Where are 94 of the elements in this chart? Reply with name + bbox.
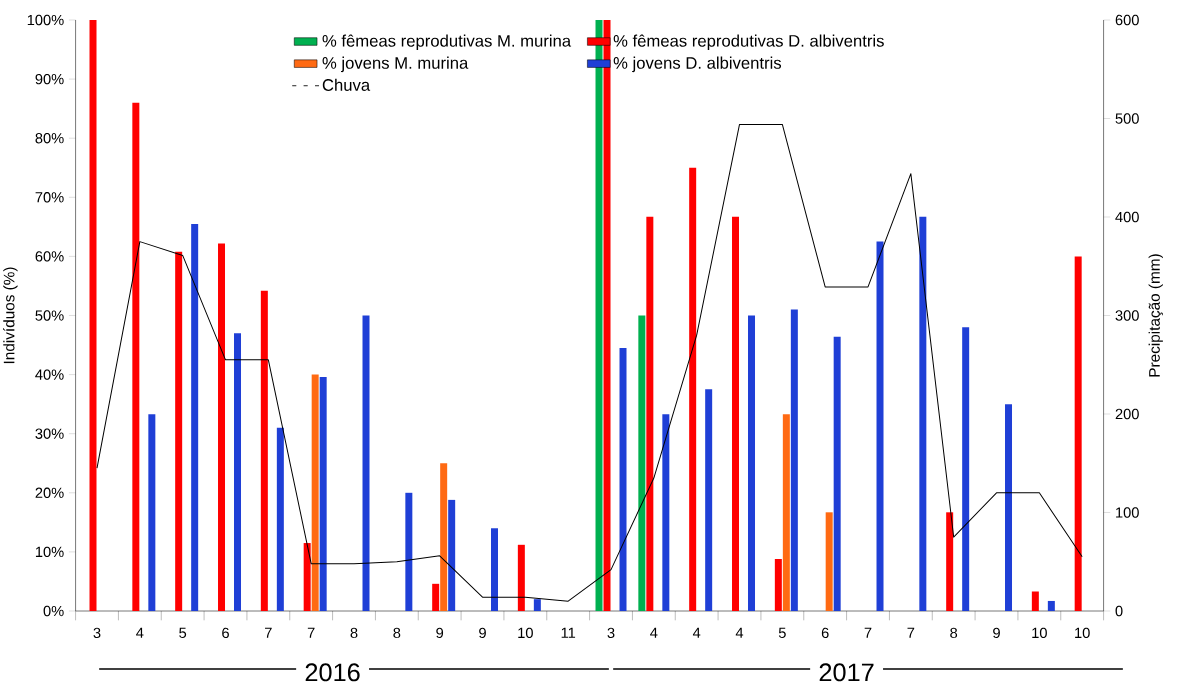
bar (748, 315, 756, 611)
legend-label: Chuva (322, 78, 371, 91)
x-tick-label: 9 (479, 627, 486, 639)
x-tick-label: 4 (735, 627, 744, 638)
bar (1047, 600, 1055, 611)
x-tick-label: 10 (518, 627, 533, 639)
text: 2017 (819, 663, 874, 682)
bar (782, 414, 790, 611)
x-tick-label: 10 (1075, 627, 1090, 639)
y-tick-label: 30% (35, 428, 64, 439)
x-tick-label: 5 (778, 627, 786, 638)
y2-tick-label: 100 (1116, 507, 1139, 518)
bar (234, 333, 242, 611)
bar (638, 315, 646, 611)
y2-tick-label: 600 (1115, 14, 1139, 26)
y2-tick-label: 0 (1115, 605, 1123, 617)
bar (774, 558, 782, 611)
bar (517, 544, 525, 611)
x-tick-label: 8 (950, 627, 958, 639)
y-tick-label: 10% (35, 546, 64, 558)
bar (662, 414, 670, 611)
bar (89, 20, 97, 611)
x-tick-label: 7 (864, 627, 872, 638)
y-tick-label: 80% (35, 133, 64, 144)
y-axis-title: Indivíduos (%) (3, 267, 18, 364)
x-tick-label: 11 (561, 627, 576, 638)
legend-label: % fêmeas reprodutivas D. albiventris (613, 34, 884, 51)
y-tick-label: 0% (43, 605, 64, 617)
legend-label: % jovens M. murina (322, 56, 469, 73)
x-tick-label: 9 (436, 627, 444, 639)
bar (448, 499, 456, 611)
bar (619, 348, 627, 611)
y-tick-label: 90% (35, 73, 64, 85)
x-tick-label: 6 (222, 627, 229, 639)
legend-label: % jovens D. albiventris (613, 56, 782, 73)
bar (705, 389, 713, 611)
y2-tick-label: 300 (1115, 310, 1139, 321)
y-tick-label: 100% (27, 14, 64, 26)
x-tick-label: 4 (136, 627, 144, 638)
bar (432, 583, 440, 611)
bar (311, 374, 319, 611)
y2-tick-label: 200 (1115, 408, 1139, 420)
bar (132, 102, 140, 611)
y2-tick-label: 400 (1115, 211, 1139, 223)
bar (1005, 404, 1013, 611)
bar (962, 327, 970, 611)
legend-label: % fêmeas reprodutivas M. murina (322, 34, 572, 51)
bar (825, 512, 833, 611)
y-tick-label: 40% (35, 369, 64, 380)
bar (405, 492, 413, 611)
bar (1074, 256, 1082, 611)
bar (790, 309, 798, 611)
x-tick-label: 5 (179, 627, 187, 638)
line-series (96, 123, 1083, 602)
x-tick-label: 7 (907, 627, 915, 638)
y-tick-label: 60% (35, 251, 64, 262)
text: 2016 (305, 663, 360, 682)
bar (191, 223, 199, 611)
bar (276, 427, 284, 611)
bar (732, 216, 740, 611)
bar (491, 528, 499, 611)
bar (148, 414, 156, 611)
y2-tick-label: 500 (1115, 113, 1139, 124)
bar (303, 543, 311, 611)
x-tick-label: 7 (307, 627, 315, 638)
bar (175, 251, 183, 611)
bar (319, 376, 327, 611)
y2-axis-title: Precipitação (mm) (1148, 254, 1163, 377)
x-tick-label: 4 (692, 627, 701, 638)
x-tick-label: 3 (93, 627, 101, 639)
bar (646, 216, 654, 611)
x-tick-label: 9 (993, 627, 1000, 639)
bar (218, 243, 226, 611)
bar (919, 216, 927, 611)
bar (362, 315, 370, 611)
x-tick-label: 4 (650, 627, 658, 638)
y-tick-label: 20% (35, 487, 64, 498)
x-tick-label: 8 (350, 627, 358, 639)
x-tick-label: 10 (1032, 627, 1047, 639)
y-tick-label: 50% (35, 310, 64, 321)
x-tick-label: 7 (265, 627, 272, 638)
bar (1031, 591, 1039, 611)
x-tick-label: 3 (607, 627, 615, 639)
y-tick-label: 70% (35, 192, 64, 203)
x-tick-label: 6 (821, 627, 829, 639)
bar (689, 167, 697, 611)
bar (876, 241, 884, 611)
bar (440, 463, 448, 611)
x-tick-label: 8 (393, 627, 401, 639)
bar (833, 336, 841, 611)
bar (595, 20, 603, 611)
bar (533, 599, 541, 611)
bar (946, 512, 954, 611)
bar (260, 290, 268, 611)
